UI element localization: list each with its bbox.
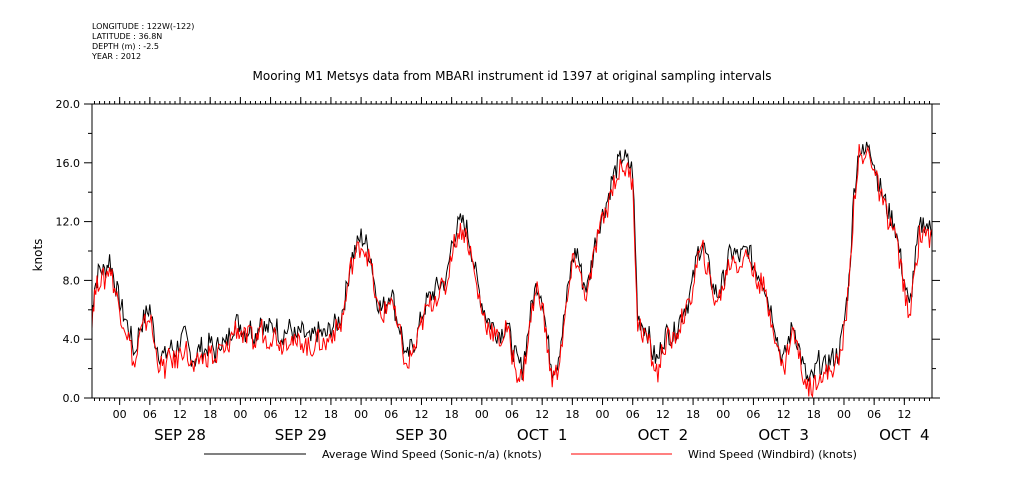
x-tick-label: 00: [475, 408, 489, 421]
x-tick-label: 00: [596, 408, 610, 421]
x-tick-label: 06: [746, 408, 760, 421]
x-tick-label: 12: [173, 408, 187, 421]
x-tick-label: 00: [113, 408, 127, 421]
depth-text: DEPTH (m) : -2.5: [92, 42, 159, 51]
longitude-text: LONGITUDE : 122W(-122): [92, 22, 195, 31]
x-tick-label: 06: [505, 408, 519, 421]
x-day-label: OCT 3: [758, 426, 809, 444]
x-tick-label: 18: [203, 408, 217, 421]
y-tick-label: 8.0: [63, 274, 81, 287]
y-tick-label: 0.0: [63, 392, 81, 405]
x-day-label: OCT 1: [517, 426, 568, 444]
legend-label-windbird: Wind Speed (Windbird) (knots): [688, 448, 857, 461]
x-tick-label: 06: [264, 408, 278, 421]
x-tick-label: 00: [233, 408, 247, 421]
y-tick-label: 16.0: [56, 157, 81, 170]
x-tick-label: 00: [837, 408, 851, 421]
legend: Average Wind Speed (Sonic-n/a) (knots) W…: [204, 448, 857, 461]
legend-label-sonic: Average Wind Speed (Sonic-n/a) (knots): [322, 448, 542, 461]
x-tick-label: 06: [867, 408, 881, 421]
x-tick-label: 18: [445, 408, 459, 421]
y-tick-label: 20.0: [56, 98, 81, 111]
y-tick-label: 12.0: [56, 216, 81, 229]
chart-title: Mooring M1 Metsys data from MBARI instru…: [253, 69, 772, 83]
x-tick-label: 00: [716, 408, 730, 421]
x-tick-label: 12: [656, 408, 670, 421]
x-tick-label: 12: [535, 408, 549, 421]
x-tick-label: 18: [565, 408, 579, 421]
x-tick-label: 12: [414, 408, 428, 421]
x-tick-label: 06: [626, 408, 640, 421]
x-tick-label: 18: [686, 408, 700, 421]
x-tick-label: 12: [777, 408, 791, 421]
series-line-windbird: [91, 144, 933, 399]
x-day-label: OCT 4: [879, 426, 930, 444]
x-tick-label: 06: [384, 408, 398, 421]
x-tick-label: 18: [807, 408, 821, 421]
x-day-label: SEP 30: [396, 426, 448, 444]
x-tick-label: 06: [143, 408, 157, 421]
latitude-text: LATITUDE : 36.8N: [92, 32, 163, 41]
x-tick-label: 00: [354, 408, 368, 421]
x-day-label: SEP 28: [154, 426, 206, 444]
x-tick-label: 18: [324, 408, 338, 421]
series-line-sonic: [91, 141, 933, 382]
y-axis-label: knots: [31, 239, 45, 272]
x-day-label: OCT 2: [638, 426, 689, 444]
year-text: YEAR : 2012: [92, 52, 142, 61]
x-day-label: SEP 29: [275, 426, 327, 444]
y-tick-label: 4.0: [63, 333, 81, 346]
metadata-block: LONGITUDE : 122W(-122) LATITUDE : 36.8N …: [92, 22, 194, 62]
x-tick-label: 12: [897, 408, 911, 421]
x-tick-label: 12: [294, 408, 308, 421]
